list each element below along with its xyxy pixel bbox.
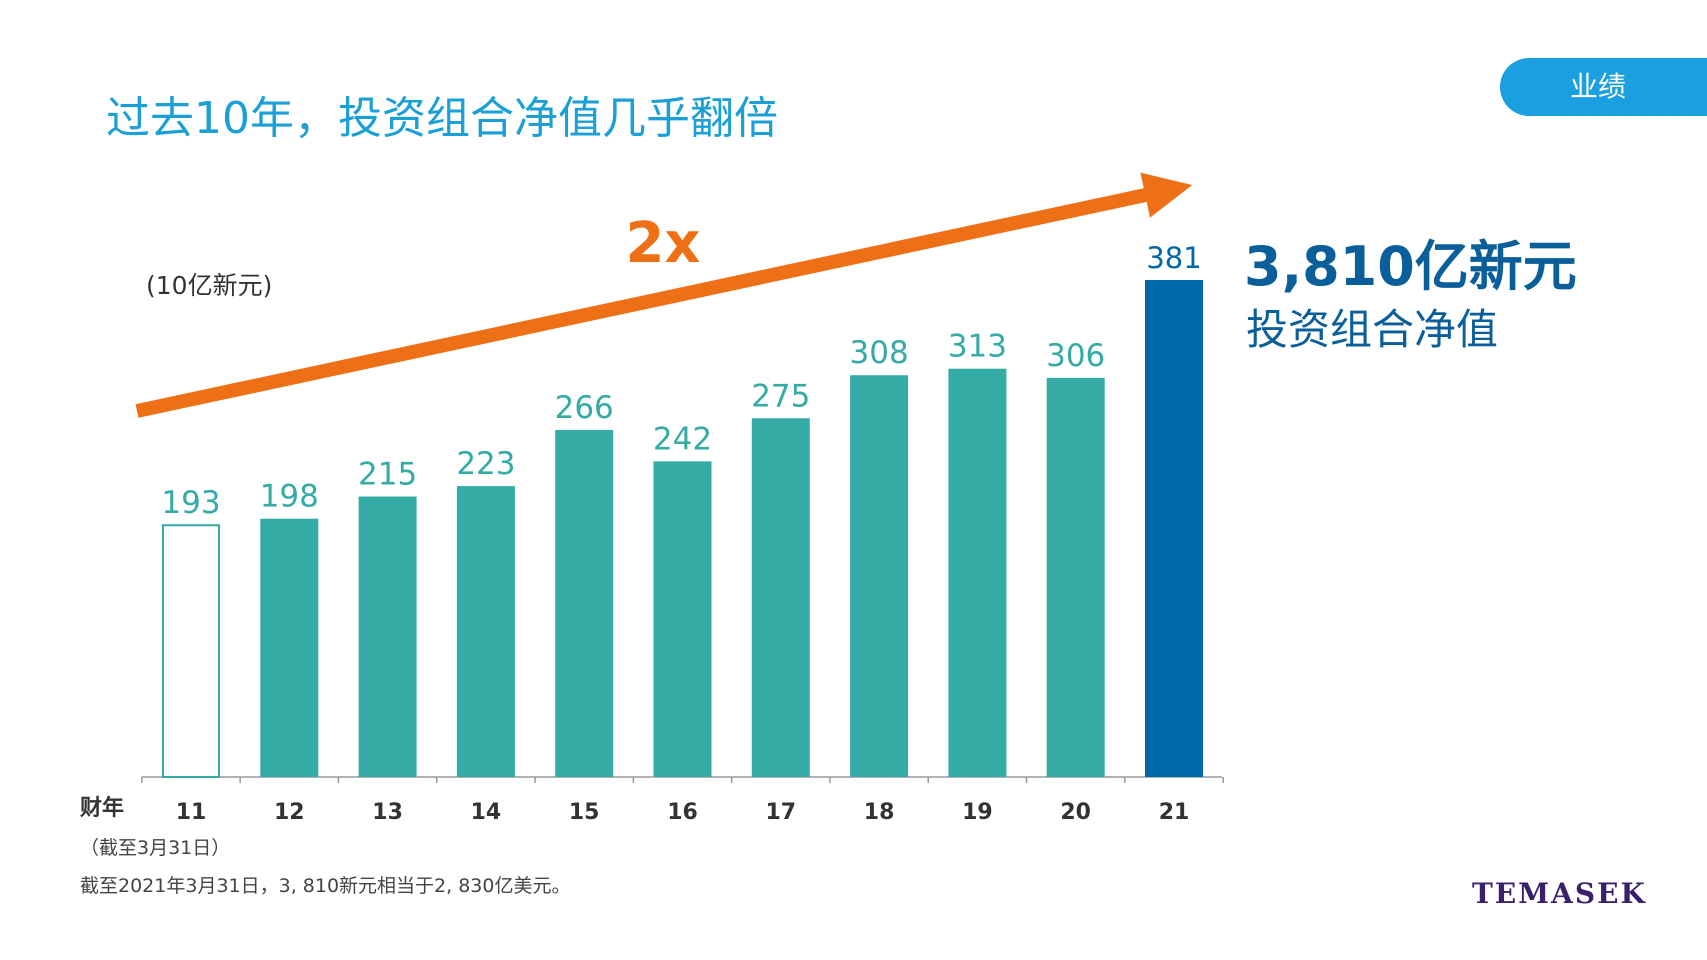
- x-tick-label: 12: [274, 800, 305, 825]
- growth-arrow: [135, 172, 1193, 418]
- x-tick-label: 19: [962, 800, 993, 825]
- x-tick-label: 21: [1159, 800, 1190, 825]
- data-label: 381: [1146, 241, 1201, 275]
- x-tick-label: 15: [569, 800, 600, 825]
- bar-fy14: [456, 486, 515, 777]
- headline-value: 3,810亿新元: [1244, 235, 1577, 298]
- data-label: 193: [161, 485, 220, 521]
- unit-note: (10亿新元): [146, 271, 273, 300]
- data-label: 275: [751, 378, 810, 414]
- x-tick-label: 11: [176, 800, 207, 825]
- bar-fy17: [751, 418, 810, 777]
- bar-fy18: [850, 375, 909, 777]
- x-tick-label: 18: [864, 800, 895, 825]
- x-tick-label: 20: [1060, 800, 1091, 825]
- x-tick-label: 13: [372, 800, 403, 825]
- growth-annotation: 2x: [625, 211, 700, 276]
- section-tag-label: 业绩: [1570, 70, 1627, 103]
- x-axis-title: 财年: [80, 796, 125, 821]
- bar-fy20: [1046, 377, 1105, 777]
- data-label: 215: [358, 457, 417, 493]
- bar-fy12: [260, 518, 319, 777]
- data-label: 223: [456, 446, 515, 482]
- page-title: 过去10年，投资组合净值几乎翻倍: [106, 93, 778, 144]
- data-label: 198: [260, 479, 319, 515]
- bar-fy11: [162, 524, 220, 778]
- data-label: 266: [555, 390, 614, 426]
- x-tick-label: 17: [765, 800, 796, 825]
- data-label: 242: [653, 421, 712, 457]
- bar-fy21: [1145, 280, 1203, 777]
- footnote: 截至2021年3月31日，3, 810新元相当于2, 830亿美元。: [80, 875, 571, 897]
- data-label: 308: [850, 335, 909, 371]
- temasek-logo: TEMASEK: [1472, 877, 1647, 910]
- x-tick-label: 14: [471, 800, 502, 825]
- x-axis-subtitle: （截至3月31日）: [80, 837, 231, 859]
- bar-fy15: [555, 430, 614, 777]
- data-label: 306: [1046, 338, 1105, 374]
- data-label: 313: [948, 329, 1007, 365]
- section-tag: 业绩: [1500, 58, 1707, 116]
- bar-fy19: [948, 368, 1007, 777]
- bar-fy16: [653, 461, 712, 777]
- x-tick-label: 16: [667, 800, 698, 825]
- headline-label: 投资组合净值: [1246, 305, 1499, 354]
- bar-fy13: [358, 496, 417, 777]
